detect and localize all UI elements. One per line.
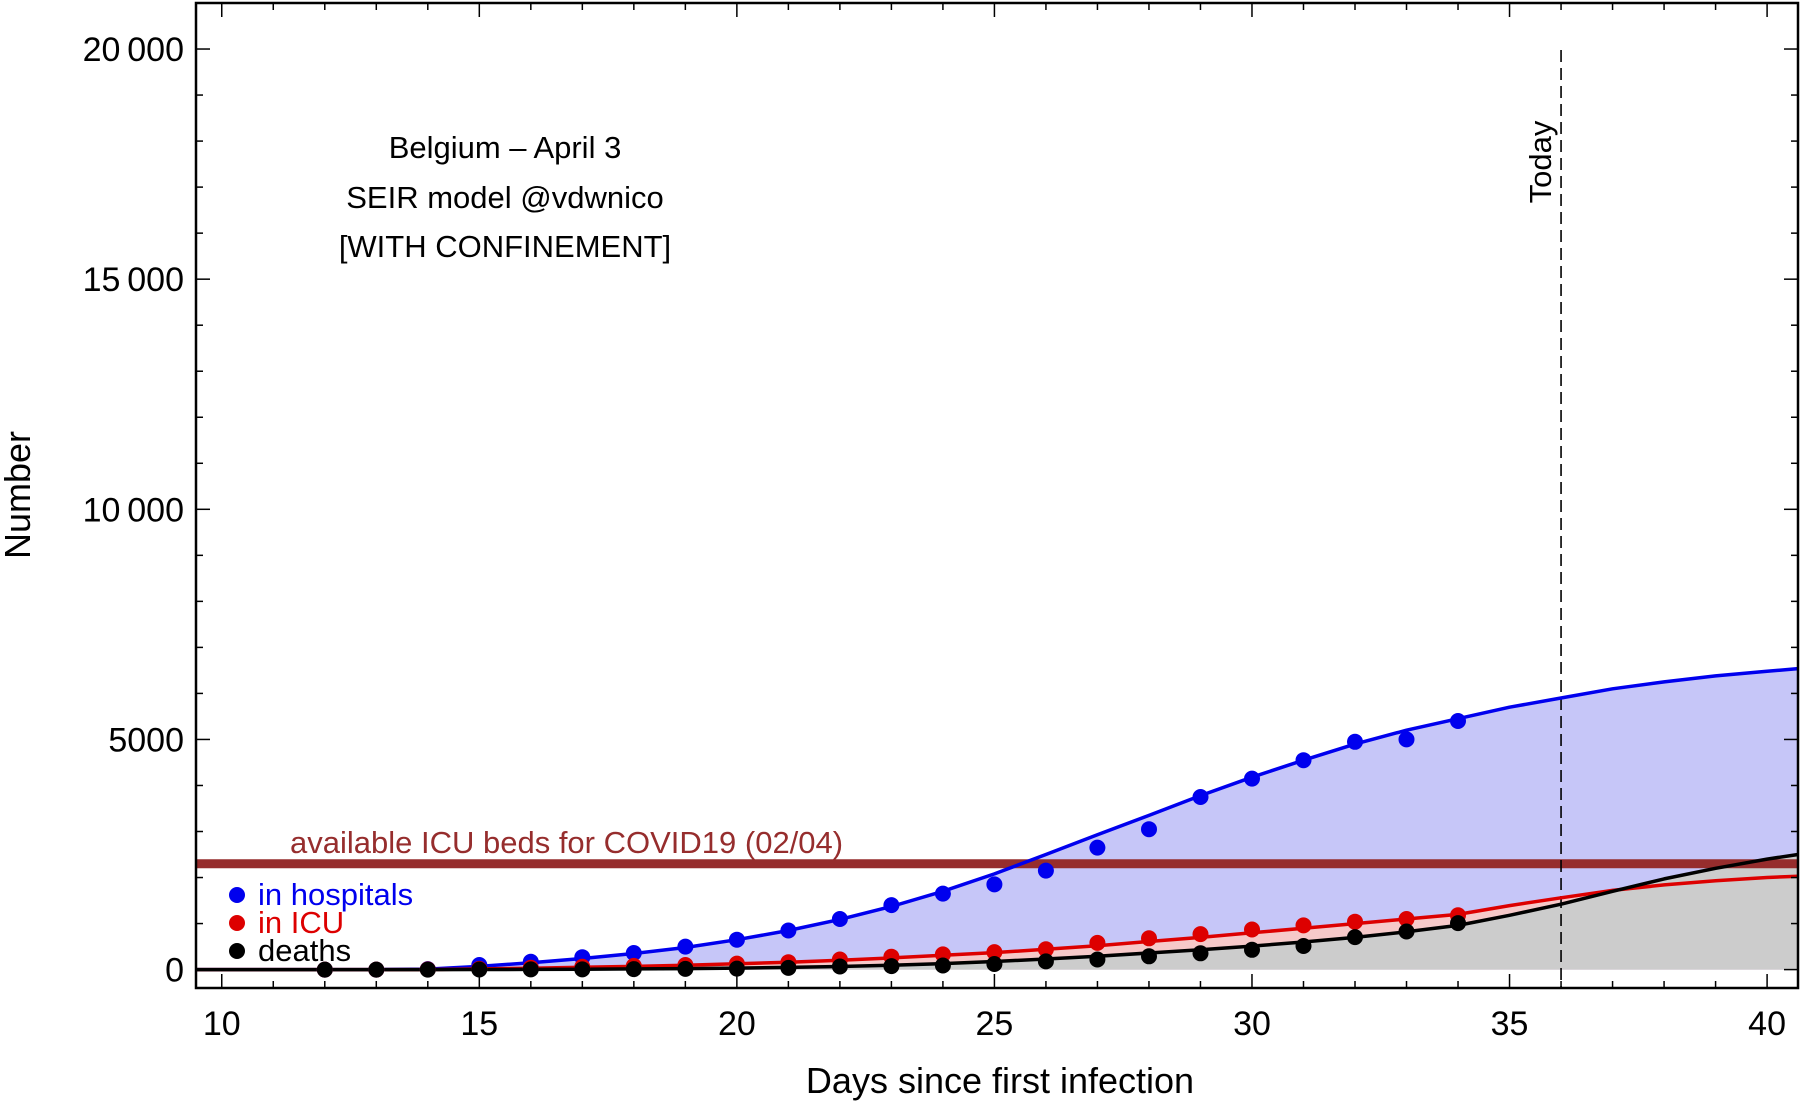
data-point-deaths bbox=[1037, 953, 1054, 970]
data-point-in-icu bbox=[1295, 917, 1312, 934]
data-point-in-hospitals bbox=[934, 885, 951, 902]
axis-ticks bbox=[196, 3, 1798, 988]
legend-label-in-icu: in ICU bbox=[258, 905, 344, 940]
data-point-deaths bbox=[1089, 951, 1106, 968]
data-point-in-hospitals bbox=[1347, 733, 1363, 750]
data-point-deaths bbox=[316, 961, 333, 978]
data-point-in-hospitals bbox=[625, 945, 642, 961]
data-point-in-hospitals bbox=[1244, 770, 1260, 787]
data-point-in-hospitals bbox=[1141, 821, 1157, 838]
data-point-in-hospitals bbox=[1037, 862, 1054, 879]
data-point-in-hospitals bbox=[728, 931, 745, 948]
legend-marker-in-hospitals bbox=[229, 887, 245, 903]
data-point-deaths bbox=[1141, 948, 1157, 965]
data-point-in-hospitals bbox=[831, 911, 848, 927]
x-tick-label: 15 bbox=[460, 1005, 498, 1043]
data-point-deaths bbox=[1347, 929, 1363, 946]
legend-marker-in-icu bbox=[229, 915, 245, 931]
y-tick-label: 20 000 bbox=[83, 31, 184, 69]
data-point-deaths bbox=[368, 961, 385, 978]
data-point-deaths bbox=[625, 961, 642, 978]
plot-frame bbox=[194, 1, 1800, 990]
data-point-in-icu bbox=[1192, 926, 1209, 943]
data-point-deaths bbox=[780, 959, 797, 976]
data-point-deaths bbox=[471, 961, 488, 978]
legend: in hospitals in ICU deaths bbox=[229, 877, 413, 968]
data-point-in-icu bbox=[986, 944, 1003, 961]
data-point-in-icu bbox=[1141, 930, 1157, 947]
data-point-deaths bbox=[986, 956, 1003, 972]
icu-capacity-label: available ICU beds for COVID19 (02/04) bbox=[290, 825, 843, 860]
data-point-in-icu bbox=[934, 946, 951, 963]
data-point-deaths bbox=[1450, 915, 1466, 932]
data-point-in-hospitals bbox=[1450, 713, 1466, 729]
data-point-deaths bbox=[522, 961, 539, 978]
today-label: Today bbox=[1523, 120, 1558, 203]
model-curve-in-hospitals bbox=[196, 666, 1799, 972]
data-point-in-hospitals bbox=[677, 938, 694, 955]
data-point-deaths bbox=[419, 961, 436, 978]
data-point-in-hospitals bbox=[986, 876, 1003, 893]
data-point-deaths bbox=[1295, 938, 1312, 954]
data-point-in-icu bbox=[1398, 911, 1415, 927]
y-tick-label: 15 000 bbox=[83, 261, 184, 299]
data-point-in-icu bbox=[1347, 913, 1363, 930]
data-point-deaths bbox=[1192, 945, 1209, 962]
axis-tick-labels: 10 15 20 25 30 35 40 0 5000 10 000 15 000 20 000 bbox=[83, 31, 1786, 1043]
y-axis-title: Number bbox=[0, 431, 38, 559]
x-tick-label: 20 bbox=[718, 1005, 756, 1043]
data-point-deaths bbox=[934, 957, 951, 974]
area-fill-deaths bbox=[196, 854, 1798, 970]
area-fills bbox=[196, 668, 1798, 970]
y-tick-label: 0 bbox=[165, 952, 184, 990]
legend-marker-deaths bbox=[229, 943, 245, 959]
x-tick-label: 40 bbox=[1748, 1005, 1786, 1043]
y-tick-label: 10 000 bbox=[83, 491, 184, 529]
data-point-in-hospitals bbox=[883, 897, 900, 914]
data-point-in-hospitals bbox=[1295, 752, 1312, 769]
y-tick-label: 5000 bbox=[108, 721, 184, 759]
observed-points bbox=[316, 713, 1466, 978]
data-point-in-hospitals bbox=[1089, 839, 1106, 856]
data-point-in-hospitals bbox=[1192, 789, 1209, 805]
data-point-in-icu bbox=[1037, 941, 1054, 958]
annotation-line-1: Belgium – April 3 bbox=[389, 130, 622, 165]
model-curve-in-icu bbox=[196, 874, 1799, 972]
annotation-block: Belgium – April 3 SEIR model @vdwnico [W… bbox=[339, 130, 671, 264]
data-point-deaths bbox=[1398, 923, 1415, 940]
data-point-deaths bbox=[883, 958, 900, 975]
x-axis-title: Days since first infection bbox=[806, 1060, 1194, 1101]
x-tick-label: 35 bbox=[1491, 1005, 1529, 1043]
data-point-deaths bbox=[728, 960, 745, 977]
x-tick-label: 10 bbox=[203, 1005, 241, 1043]
annotation-line-2: SEIR model @vdwnico bbox=[346, 180, 663, 215]
data-point-deaths bbox=[1244, 941, 1260, 958]
data-point-deaths bbox=[677, 960, 694, 977]
data-point-deaths bbox=[831, 958, 848, 975]
data-point-in-hospitals bbox=[780, 922, 797, 939]
x-tick-label: 25 bbox=[976, 1005, 1014, 1043]
area-fill-in-hospitals bbox=[196, 668, 1798, 970]
x-tick-label: 30 bbox=[1233, 1005, 1271, 1043]
legend-label-deaths: deaths bbox=[258, 933, 351, 968]
model-curves bbox=[196, 666, 1799, 972]
data-point-in-hospitals bbox=[1398, 731, 1415, 748]
data-point-in-icu bbox=[1089, 934, 1106, 951]
annotation-line-3: [WITH CONFINEMENT] bbox=[339, 229, 671, 264]
data-point-deaths bbox=[574, 961, 591, 978]
model-curve-deaths bbox=[196, 852, 1799, 972]
legend-label-in-hospitals: in hospitals bbox=[258, 877, 413, 912]
data-point-in-icu bbox=[1244, 921, 1260, 938]
